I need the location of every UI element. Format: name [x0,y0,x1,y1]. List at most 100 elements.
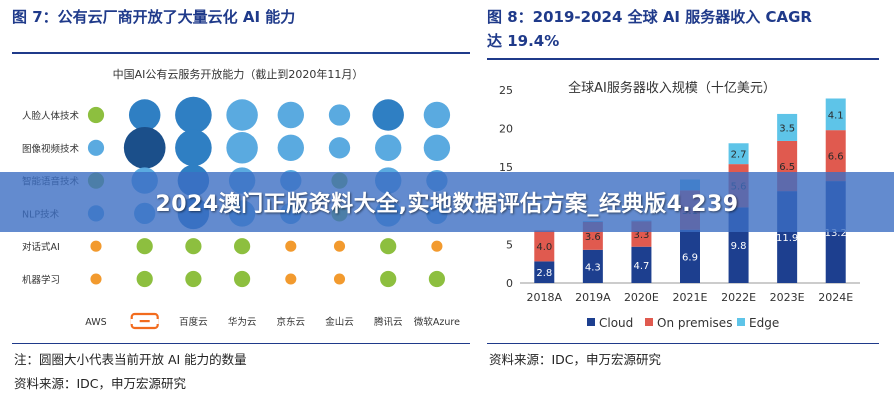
legend-label: On premises [657,316,732,330]
bar-segment [728,143,749,165]
capability-bubble [136,270,153,288]
capability-bubble [285,273,297,285]
left-figure-source: 资料来源：IDC，申万宏源研究 [14,376,187,391]
capability-bubble [333,273,346,285]
x-tick-label: 2022E [721,291,756,304]
capability-bubble [234,270,251,288]
legend-swatch [645,318,653,326]
aliyun-logo-icon [130,312,159,330]
capability-bubble [185,238,202,255]
y-tick-label: 0 [506,277,513,290]
bar-value-label: 4.3 [585,262,601,273]
x-tick-label: 2020E [624,291,659,304]
capability-bubble [123,126,166,169]
bar-value-label: 9.8 [731,241,747,252]
right-title-rule [487,58,879,60]
bar-value-label: 6.6 [828,152,844,163]
bar-segment [534,261,555,283]
capability-bubble [87,139,105,156]
x-tick-label: 2018A [527,291,563,304]
bar-value-label: 3.6 [585,232,601,243]
right-figure-title-line2: 达 19.4% [487,32,560,50]
bar-chart-title: 全球AI服务器收入规模（十亿美元） [568,80,776,96]
row-label: 人脸人体技术 [22,110,80,122]
capability-bubble [328,137,351,159]
bar-value-label: 3.5 [779,123,795,134]
capability-bubble [175,129,212,167]
capability-bubble [226,132,258,164]
bar-segment [777,113,798,141]
bar-value-label: 13.2 [825,228,847,239]
y-tick-label: 15 [499,161,513,174]
column-label: 腾讯云 [374,316,403,328]
left-figure-note: 注：圆圈大小代表当前开放 AI 能力的数量 [14,352,247,367]
bar-value-label: 2.8 [536,268,552,279]
capability-bubble [128,99,161,131]
capability-bubble [333,240,346,252]
capability-bubble [90,240,102,252]
row-label: 机器学习 [22,274,60,286]
legend-swatch [587,318,595,326]
capability-bubble [234,238,251,255]
capability-bubble [423,134,451,161]
column-label: 华为云 [228,316,257,328]
column-label: 京东云 [277,316,306,328]
bar-value-label: 4.0 [536,242,552,253]
capability-bubble [175,96,212,134]
capability-bubble [277,101,304,129]
capability-bubble [423,101,451,129]
overlay-banner [0,172,894,232]
bar-segment [680,229,700,283]
capability-bubble [428,270,445,288]
bar-value-label: 11.9 [776,233,798,244]
row-label: 对话式AI [22,241,60,253]
column-label: AWS [85,317,106,328]
capability-bubble [285,240,297,252]
y-tick-label: 5 [506,238,513,251]
x-tick-label: 2024E [818,291,853,304]
right-source-rule [487,343,879,344]
bar-segment [582,249,603,283]
bar-value-label: 6.5 [779,162,795,173]
bar-segment [825,98,846,131]
bar-value-label: 3.3 [633,230,649,241]
capability-bubble [90,273,102,285]
overlay-banner-text: 2024澳门正版资料大全,实地数据评估方案_经典版4.239 [155,192,739,217]
bar-segment [534,230,555,262]
capability-bubble [380,238,397,255]
legend-label: Cloud [599,316,633,330]
capability-bubble [328,104,351,126]
y-tick-label: 20 [499,123,513,136]
column-label: 微软Azure [414,316,460,328]
capability-bubble [431,240,443,252]
bar-value-label: 4.1 [828,110,844,121]
y-tick-label: 25 [499,84,513,97]
capability-bubble [136,238,153,255]
capability-bubble [185,270,202,288]
bar-value-label: 4.7 [633,261,649,272]
bar-value-label: 6.9 [682,252,698,263]
column-label: 百度云 [179,316,208,328]
bar-segment [631,246,652,283]
bubble-chart-title: 中国AI公有云服务开放能力（截止到2020年11月） [113,67,364,81]
row-label: 图像视频技术 [22,143,80,155]
left-title-rule [12,52,470,54]
right-figure-title-line1: 图 8：2019-2024 全球 AI 服务器收入 CAGR [487,8,812,26]
capability-bubble [226,99,258,131]
x-tick-label: 2019A [575,291,611,304]
left-note-rule [12,343,470,344]
left-figure-title: 图 7：公有云厂商开放了大量云化 AI 能力 [12,8,296,26]
column-label: 金山云 [325,316,354,328]
capability-bubble [372,99,404,131]
capability-bubble [375,134,402,161]
x-tick-label: 2023E [770,291,805,304]
right-figure-source: 资料来源：IDC，申万宏源研究 [489,352,662,367]
bar-value-label: 2.7 [731,150,747,161]
bar-segment [825,130,846,182]
capability-bubble [87,106,105,124]
legend-label: Edge [749,316,779,330]
legend-swatch [737,318,745,326]
capability-bubble [380,270,397,288]
capability-bubble [277,134,304,161]
x-tick-label: 2021E [673,291,708,304]
